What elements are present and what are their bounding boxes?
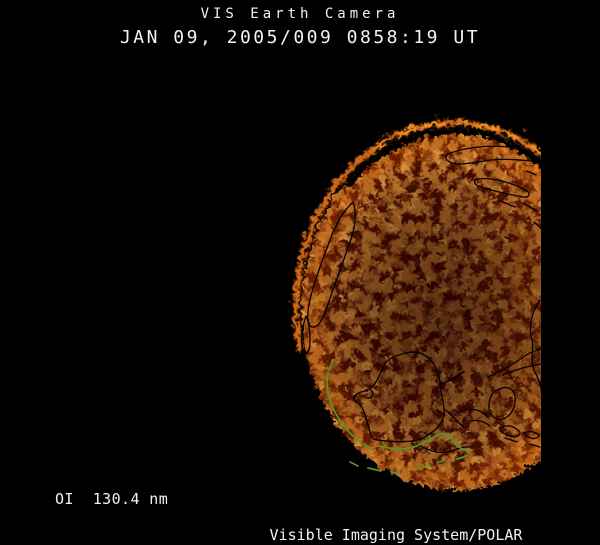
limb-glow-hotspots (371, 118, 541, 154)
limb-dark-gap (343, 126, 541, 184)
earth-disk (290, 111, 541, 488)
coastlines-dayside (326, 359, 471, 475)
credit-instrument: Visible Imaging System/POLAR (269, 526, 523, 544)
wavelength-label: OI 130.4 nm (55, 490, 169, 508)
limb-speckles (339, 111, 523, 175)
image-timestamp: JAN 09, 2005/009 0858:19 UT (119, 27, 481, 48)
image-data-region (290, 111, 541, 488)
image-title: VIS Earth Camera (200, 6, 400, 22)
coastlines-nightside (300, 145, 541, 454)
credit-block: Visible Imaging System/POLAR The Univers… (252, 490, 541, 545)
